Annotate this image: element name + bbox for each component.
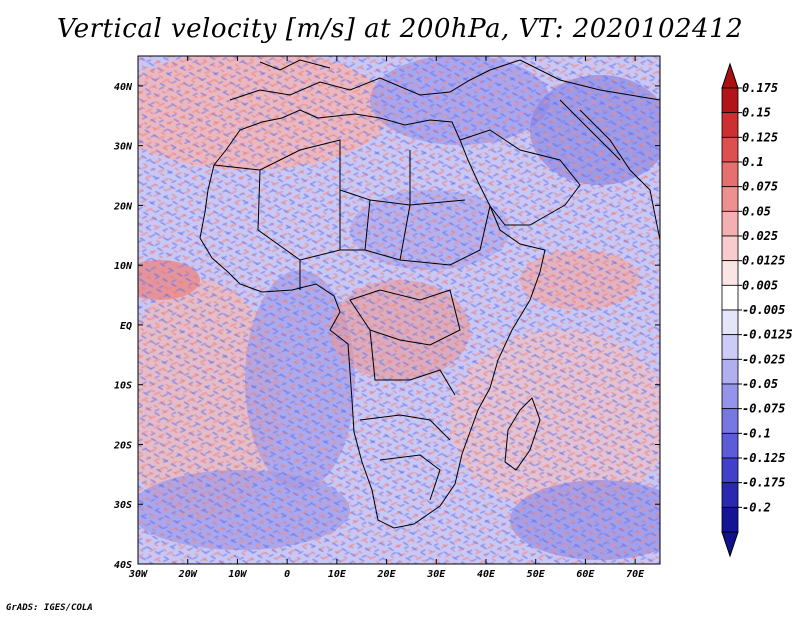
colorbar-swatch — [721, 358, 739, 385]
colorbar-label: 0.025 — [742, 229, 778, 243]
lon-tick-label: 30W — [128, 569, 148, 580]
lon-tick-label: 20E — [377, 569, 397, 580]
coastlines — [199, 59, 660, 529]
lon-tick-label: 10E — [328, 569, 347, 580]
lat-tick-label: EQ — [120, 321, 132, 332]
colorbar-label: -0.2 — [742, 500, 771, 514]
colorbar-label: 0.005 — [742, 278, 778, 292]
colorbar-label: 0.15 — [742, 106, 771, 120]
colorbar-swatch — [721, 383, 739, 410]
lon-tick-label: 50E — [527, 569, 546, 580]
colorbar-swatch — [721, 87, 739, 114]
velocity-field — [138, 56, 660, 564]
colorbar-label: -0.1 — [742, 426, 771, 440]
lat-tick-label: 20N — [113, 201, 133, 212]
lon-tick-label: 30E — [426, 569, 446, 580]
colorbar-label: -0.005 — [742, 303, 785, 317]
colorbar-label: -0.125 — [742, 451, 785, 465]
latitude-axis: 40N 30N 20N 10N EQ 10S 20S 30S 40S — [113, 82, 660, 571]
colorbar-swatch — [721, 457, 739, 484]
colorbar-label: -0.075 — [742, 402, 785, 416]
colorbar-swatch — [721, 112, 739, 138]
lat-tick-label: 20S — [113, 440, 132, 451]
lon-tick-label: 40E — [477, 569, 496, 580]
colorbar-label: 0.05 — [742, 204, 771, 218]
colorbar-swatch — [721, 408, 739, 434]
chart-title: Vertical velocity [m/s] at 200hPa, VT: 2… — [56, 14, 744, 44]
colorbar-label: -0.025 — [742, 352, 785, 366]
lat-tick-label: 30S — [113, 500, 132, 511]
lat-tick-label: 30N — [113, 142, 133, 153]
colorbar-swatch — [721, 284, 739, 311]
colorbar-bottom-arrow — [721, 531, 739, 558]
lon-tick-label: 0 — [284, 569, 290, 580]
colorbar-label: -0.05 — [742, 377, 778, 391]
colorbar-swatch — [721, 309, 739, 336]
colorbar-label: -0.175 — [742, 476, 785, 490]
colorbar-swatch — [721, 136, 739, 163]
colorbar-swatch — [721, 235, 739, 262]
colorbar-swatch — [721, 161, 739, 188]
colorbar-label: 0.075 — [742, 180, 778, 194]
colorbar-swatch — [721, 260, 739, 286]
colorbar-swatch — [721, 186, 739, 212]
lon-tick-label: 60E — [576, 569, 595, 580]
colorbar-label: 0.1 — [742, 155, 764, 169]
lat-tick-label: 10N — [114, 261, 133, 272]
lon-tick-label: 10W — [228, 569, 247, 580]
longitude-axis: 30W 20W 10W 0 10E 20E 30E 40E 50E 60E 70E — [128, 56, 645, 580]
lat-tick-label: 40S — [114, 560, 132, 571]
colorbar-label: 0.175 — [742, 81, 778, 95]
colorbar-label: 0.125 — [742, 130, 778, 144]
lon-tick-label: 20W — [178, 569, 198, 580]
lat-tick-label: 40N — [114, 82, 133, 93]
colorbar-swatch — [721, 432, 739, 459]
colorbar-label: 0.0125 — [742, 254, 785, 268]
lon-tick-label: 70E — [626, 569, 645, 580]
colorbar-label: -0.0125 — [742, 328, 793, 342]
colorbar-swatch — [721, 506, 739, 533]
colorbar-swatch — [721, 482, 739, 508]
colorbar-top-arrow — [721, 62, 739, 89]
colorbar-swatch — [721, 210, 739, 237]
colorbar-swatch — [721, 334, 739, 360]
colorbar: 0.175 0.15 0.125 0.1 0.075 0.05 0.025 0.0125 0.0… — [721, 62, 793, 558]
lat-tick-label: 10S — [114, 381, 132, 392]
footer-credit: GrADS: IGES/COLA — [6, 603, 93, 613]
